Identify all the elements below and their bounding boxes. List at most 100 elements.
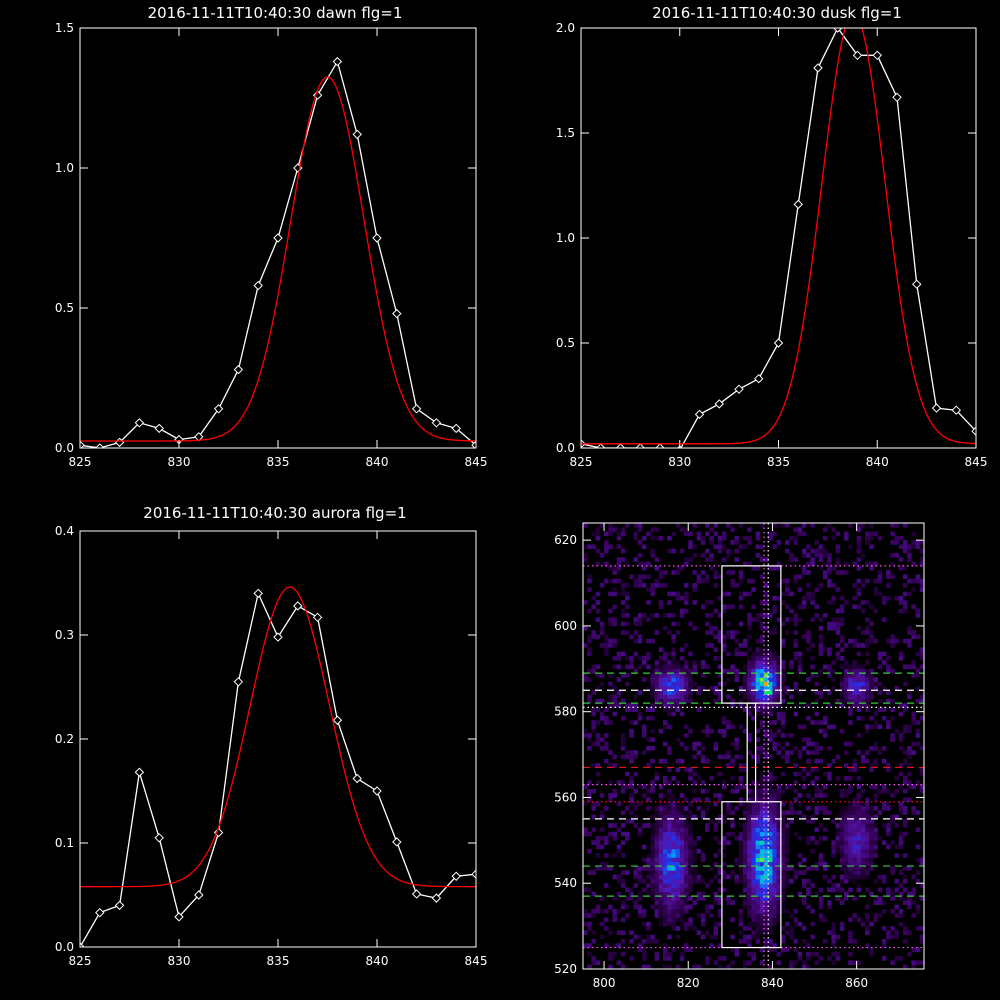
data-point bbox=[971, 426, 976, 436]
y-tick-label: 0.2 bbox=[55, 732, 74, 746]
x-tick-label: 830 bbox=[168, 455, 191, 469]
plot-frame bbox=[582, 522, 925, 970]
data-point bbox=[615, 443, 626, 448]
data-point bbox=[194, 890, 204, 900]
data-point bbox=[451, 423, 461, 434]
data-point bbox=[273, 233, 283, 243]
x-tick-label: 825 bbox=[570, 455, 593, 469]
data-point bbox=[332, 715, 343, 725]
data-point bbox=[352, 773, 362, 784]
data-point bbox=[332, 56, 343, 67]
y-tick-label: 0.0 bbox=[556, 441, 575, 455]
panel-aurora: 2016-11-11T10:40:30 aurora flg=1 825 830 8… bbox=[55, 504, 488, 968]
panel-heatmap: 800 820 840 860 520 540 560 580 600 620 bbox=[554, 522, 925, 990]
data-point bbox=[411, 404, 422, 414]
y-tick-label: 0.1 bbox=[55, 836, 74, 850]
x-tick-label: 825 bbox=[69, 455, 92, 469]
data-point bbox=[95, 443, 105, 448]
panel-title: 2016-11-11T10:40:30 aurora flg=1 bbox=[143, 504, 406, 522]
panel-title: 2016-11-11T10:40:30 dawn flg=1 bbox=[148, 4, 403, 22]
y-tick-label: 600 bbox=[554, 619, 577, 633]
data-point bbox=[931, 403, 942, 413]
x-tick-label: 820 bbox=[677, 976, 700, 990]
data-point bbox=[114, 900, 125, 911]
data-point bbox=[154, 833, 164, 843]
y-tick-label: 1.5 bbox=[556, 126, 575, 140]
fit-line bbox=[80, 76, 476, 442]
data-point bbox=[951, 405, 961, 415]
panel-dawn: 2016-11-11T10:40:30 dawn flg=1 825 830 835… bbox=[55, 4, 488, 469]
data-point bbox=[213, 827, 224, 838]
data-point bbox=[813, 63, 823, 73]
y-tick-label: 0.4 bbox=[55, 524, 74, 538]
data-point bbox=[773, 338, 784, 348]
data-point bbox=[174, 912, 184, 922]
data-point bbox=[596, 443, 606, 448]
region-box bbox=[746, 702, 757, 803]
y-tick-label: 1.0 bbox=[556, 231, 575, 245]
x-tick-label: 840 bbox=[761, 976, 784, 990]
data-point bbox=[714, 399, 724, 409]
data-point bbox=[253, 588, 263, 599]
data-point bbox=[233, 677, 244, 687]
data-point bbox=[372, 233, 382, 243]
x-tick-label: 800 bbox=[593, 976, 616, 990]
data-point bbox=[95, 907, 105, 918]
data-point bbox=[253, 280, 263, 291]
data-point bbox=[233, 364, 244, 375]
data-point bbox=[734, 384, 744, 394]
data-point bbox=[833, 28, 843, 33]
data-point bbox=[754, 373, 764, 384]
data-point bbox=[655, 443, 665, 448]
x-tick-label: 830 bbox=[168, 954, 191, 968]
y-tick-label: 520 bbox=[554, 962, 577, 976]
y-tick-label: 1.5 bbox=[55, 21, 74, 35]
data-point bbox=[451, 871, 461, 881]
y-tick-label: 2.0 bbox=[556, 21, 575, 35]
y-tick-label: 580 bbox=[554, 705, 577, 719]
data-point bbox=[471, 869, 476, 879]
x-tick-label: 835 bbox=[267, 455, 290, 469]
data-point bbox=[852, 50, 863, 61]
y-tick-label: 0.5 bbox=[55, 301, 74, 315]
data-point bbox=[471, 440, 476, 448]
x-tick-label: 830 bbox=[668, 455, 691, 469]
data-point bbox=[411, 889, 422, 899]
panel-dusk: 2016-11-11T10:40:30 dusk flg=1 825 830 835… bbox=[556, 4, 988, 469]
data-point bbox=[80, 942, 85, 947]
y-tick-label: 0.3 bbox=[55, 628, 74, 642]
y-tick-label: 560 bbox=[554, 790, 577, 804]
data-point bbox=[134, 767, 145, 777]
data-point bbox=[352, 129, 362, 140]
data-point bbox=[213, 404, 224, 414]
x-tick-label: 825 bbox=[69, 954, 92, 968]
data-point bbox=[273, 632, 283, 642]
data-point bbox=[892, 92, 902, 103]
x-tick-label: 845 bbox=[465, 455, 488, 469]
x-tick-label: 835 bbox=[767, 455, 790, 469]
x-tick-label: 845 bbox=[965, 455, 988, 469]
data-point bbox=[431, 893, 442, 903]
data-point bbox=[80, 440, 85, 448]
data-point bbox=[392, 308, 402, 319]
data-point bbox=[372, 786, 382, 796]
y-tick-label: 0.5 bbox=[556, 336, 575, 350]
panel-title: 2016-11-11T10:40:30 dusk flg=1 bbox=[652, 4, 902, 22]
data-point bbox=[694, 409, 705, 420]
y-tick-label: 620 bbox=[554, 533, 577, 547]
data-point bbox=[872, 50, 882, 61]
data-point bbox=[312, 612, 323, 623]
data-point bbox=[793, 199, 803, 210]
data-point bbox=[635, 443, 645, 448]
y-tick-label: 540 bbox=[554, 876, 577, 890]
data-point bbox=[431, 418, 442, 428]
x-tick-label: 840 bbox=[866, 455, 889, 469]
y-tick-label: 0.0 bbox=[55, 441, 74, 455]
data-point bbox=[134, 418, 145, 428]
x-tick-label: 840 bbox=[366, 954, 389, 968]
data-point bbox=[293, 601, 303, 611]
y-tick-label: 0.0 bbox=[55, 940, 74, 954]
fit-line bbox=[581, 28, 976, 445]
x-tick-label: 845 bbox=[465, 954, 488, 968]
